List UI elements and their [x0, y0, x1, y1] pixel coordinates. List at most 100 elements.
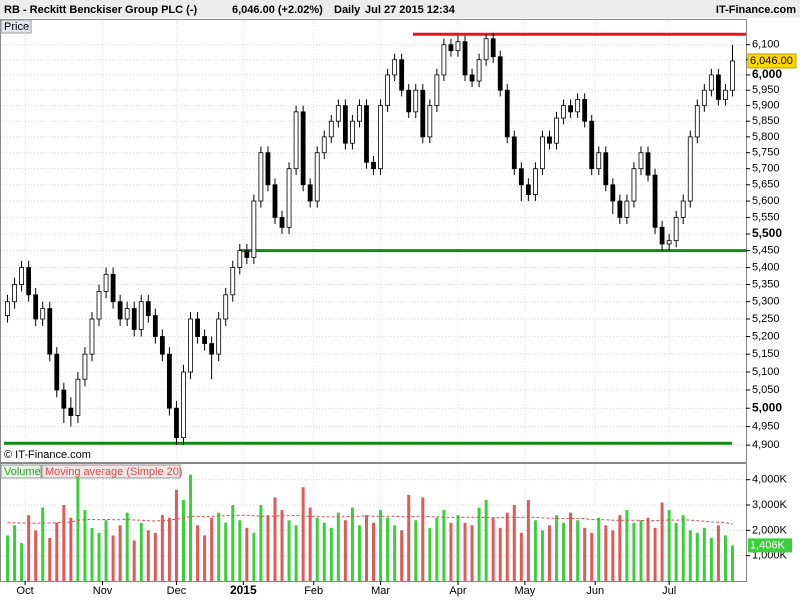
timestamp: Jul 27 2015 12:34 — [365, 4, 456, 16]
panel-label: Price — [4, 21, 29, 33]
volume-label: Volume — [4, 466, 41, 478]
volume-bar — [407, 494, 411, 581]
y-tick-label: 4,900 — [752, 439, 780, 451]
y-tick-label: 6,100 — [752, 39, 780, 51]
volume-bar — [688, 530, 692, 581]
volume-bar — [196, 525, 200, 581]
volume-bar — [625, 510, 629, 581]
volume-bar — [238, 520, 242, 581]
volume-bar — [379, 510, 383, 581]
y-tick-label: 5,550 — [752, 211, 780, 223]
candle-body — [631, 168, 637, 202]
candle-body — [666, 240, 672, 245]
candle-body — [540, 136, 545, 170]
candle-body — [40, 308, 46, 320]
y-tick-label: 5,950 — [752, 84, 780, 96]
volume-bar — [526, 499, 530, 581]
panel-label-box — [0, 19, 32, 34]
candle-body — [138, 301, 144, 330]
candle-body — [152, 315, 158, 337]
volume-bar — [611, 530, 615, 581]
last-price-label: 6,046.00 — [750, 55, 793, 67]
candle-body — [730, 60, 735, 91]
volume-bar — [590, 532, 594, 581]
candle-body — [26, 267, 32, 296]
candle-body — [645, 152, 651, 176]
volume-bar — [484, 499, 488, 581]
volume-bar — [266, 515, 270, 581]
candle-body — [33, 294, 39, 320]
candle-body — [54, 353, 60, 391]
volume-bar — [287, 520, 291, 581]
candle-body — [547, 136, 552, 144]
candle-body — [68, 407, 74, 416]
price-panel — [0, 19, 747, 463]
volume-bar — [632, 522, 636, 581]
moving-average — [7, 514, 733, 525]
candle-body — [371, 161, 376, 170]
candle-body — [110, 273, 116, 303]
candle-body — [673, 217, 679, 242]
volume-bar — [329, 527, 333, 581]
candle-body — [202, 336, 207, 344]
volume-bar — [646, 517, 650, 581]
candle-body — [462, 41, 468, 76]
candle-body — [47, 308, 53, 355]
candle-body — [195, 318, 200, 337]
volume-bar — [449, 522, 453, 581]
volume-bar — [569, 512, 573, 581]
y-tick-label: 5,000 — [752, 400, 782, 414]
y-tick-label: 5,350 — [752, 278, 780, 290]
volume-bar — [350, 507, 354, 581]
candle-body — [223, 294, 229, 320]
y-tick-label: 6,000 — [752, 67, 782, 81]
candle-body — [511, 136, 517, 170]
y-tick-label: 2,000K — [752, 524, 788, 536]
y-tick-label: 5,800 — [752, 131, 780, 143]
volume-bar — [519, 532, 523, 581]
candle-body — [533, 168, 538, 195]
volume-bar — [681, 515, 685, 581]
candle-body — [131, 308, 137, 330]
volume-bar — [48, 537, 52, 581]
volume-bar — [210, 517, 214, 581]
candle-body — [701, 89, 707, 107]
y-tick-label: 5,700 — [752, 163, 780, 175]
candle-body — [335, 105, 341, 122]
candle-body — [328, 120, 334, 138]
candle-body — [89, 318, 95, 355]
ma-label: Moving average (Simple 20) — [45, 466, 183, 478]
candle-body — [321, 136, 327, 154]
candle-body — [413, 89, 419, 113]
y-tick-label: 5,200 — [752, 330, 780, 342]
candle-body — [694, 105, 700, 138]
volume-bar — [280, 510, 284, 581]
candle-body — [237, 250, 243, 268]
volume-bar — [153, 532, 157, 581]
volume-bar — [428, 527, 432, 581]
candle-body — [680, 200, 686, 218]
volume-bar — [203, 535, 207, 581]
volume-bar — [83, 510, 87, 581]
volume-bar — [533, 520, 537, 581]
ma-label-box — [41, 464, 181, 479]
volume-bar — [576, 520, 580, 581]
last-quote: 6,046.00 (+2.02%) — [232, 4, 323, 16]
volume-bar — [442, 510, 446, 581]
volume-bar — [132, 540, 136, 581]
candle-body — [469, 74, 475, 82]
candle-body — [61, 389, 67, 409]
candle-body — [582, 99, 588, 122]
x-tick-label: Apr — [449, 585, 466, 597]
candle-body — [265, 152, 271, 186]
volume-bar — [547, 525, 551, 581]
y-tick-label: 5,850 — [752, 115, 780, 127]
volume-bar — [125, 512, 129, 581]
candle-body — [399, 59, 405, 91]
candle-body — [659, 226, 665, 245]
candle-body — [286, 168, 292, 228]
volume-bar — [498, 527, 502, 581]
candle-body — [504, 89, 510, 138]
volume-bar — [597, 517, 601, 581]
